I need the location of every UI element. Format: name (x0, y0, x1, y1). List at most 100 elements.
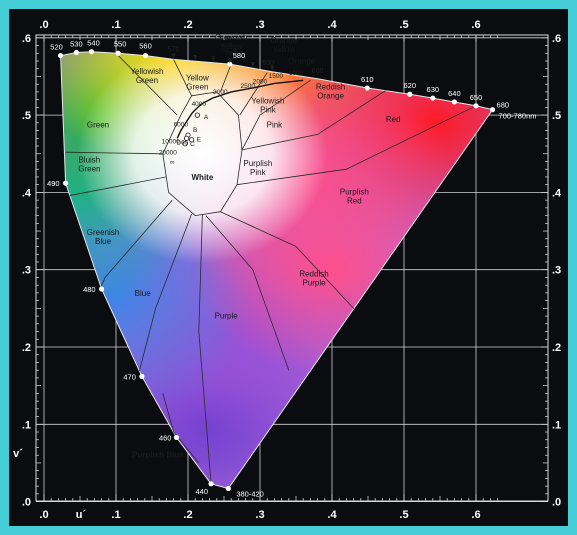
x-axis-label: u´ (76, 509, 87, 521)
illuminant-label: D65 (176, 139, 188, 146)
region-label: Greenish Yellow (215, 33, 247, 51)
wavelength-dot (73, 49, 79, 56)
boundary-red-purplishred (236, 105, 477, 186)
wavelength-label: 460 (159, 433, 172, 442)
x-tick-label: .5 (399, 509, 408, 521)
wavelength-label: 470 (123, 372, 136, 381)
wavelength-dot (430, 95, 436, 101)
illuminant-label: C (190, 141, 195, 148)
planckian-label: 2500 (241, 83, 256, 90)
color-gamut (60, 51, 493, 489)
region-label: Yellow (223, 48, 246, 57)
x-tick-label-top: .6 (471, 19, 480, 31)
y-tick-label: .5 (22, 110, 31, 122)
boundary-purplishblue (162, 393, 200, 464)
x-tick-label-top: .0 (39, 19, 48, 31)
region-label: Yellowish Pink (251, 97, 284, 115)
region-label: Yellowish Green (130, 67, 163, 85)
x-tick-label: .2 (183, 509, 192, 521)
y-tick-label-right: .5 (552, 110, 561, 122)
boundary-purple-reddishpurple (205, 215, 290, 371)
region-label: Orange Yellow (270, 36, 297, 54)
arrow-marker (193, 54, 198, 60)
region-label-line: Pink (250, 168, 267, 177)
wavelength-dot (139, 373, 145, 379)
x-tick-label: .4 (327, 509, 337, 521)
boundary-green-bluishgreen (65, 151, 163, 155)
region-label: Reddish Orange (316, 83, 345, 101)
region-label: Pink (267, 120, 284, 129)
boundary-purplishpink-reddishpurple (220, 211, 362, 317)
x-tick-label-top: .2 (183, 19, 192, 31)
region-label-line: Orange (270, 36, 297, 45)
wavelength-dot (173, 434, 180, 441)
y-tick-label-right: .4 (552, 187, 562, 199)
region-label-line: Pink (260, 106, 277, 115)
planckian-label: 2000 (253, 78, 268, 85)
wavelength-dot (227, 61, 233, 67)
region-label: Bluish Green (78, 155, 100, 173)
wavelength-label: 580 (233, 51, 246, 60)
x-tick-label: .3 (255, 509, 264, 521)
region-label-line: Reddish (316, 83, 345, 92)
y-tick-label: .4 (22, 187, 32, 199)
y-tick-label: .6 (22, 33, 31, 45)
planckian-label: 1500 (269, 73, 284, 80)
illuminant-marker (189, 137, 195, 143)
planckian-label: 20000 (159, 150, 177, 157)
arrow-marker (250, 61, 255, 67)
arrow-marker (270, 65, 275, 71)
wavelength-label: 530 (70, 39, 83, 48)
wavelength-dot (99, 286, 105, 292)
planckian-curve (176, 79, 304, 139)
x-tick-label-top: .3 (255, 19, 264, 31)
illuminant-marker (183, 135, 190, 141)
region-label: Purplish Red (340, 188, 369, 206)
y-tick-label-right: .1 (552, 419, 561, 431)
x-tick-label-top: .1 (111, 19, 120, 31)
boundary-bluishgreen-greenishblue (65, 176, 167, 197)
wavelength-label: 550 (114, 39, 127, 48)
arrow-marker (171, 53, 176, 59)
wavelength-dot (451, 99, 457, 105)
region-labels: Green Yellowish Green Yellow Green Greenish Ye… (78, 33, 400, 459)
region-label-line: Reddish (299, 270, 328, 279)
boundary-pink-red (241, 87, 390, 151)
x-tick-label: .1 (111, 509, 120, 521)
region-label: Reddish Purple (299, 270, 328, 288)
region-label-line: Bluish (78, 155, 100, 164)
wavelength-label: 570 (168, 46, 180, 53)
y-tick-label-right: .2 (552, 342, 561, 354)
wavelength-label: 590 (262, 60, 274, 67)
wavelength-dot (115, 50, 121, 56)
wavelength-label: 640 (448, 89, 461, 98)
arrow-marker (227, 58, 232, 64)
region-label: Red (386, 115, 401, 124)
x-tick-label: .6 (471, 509, 480, 521)
region-label: Orange (288, 57, 315, 66)
region-label-line: Blue (95, 237, 112, 246)
region-label-line: Green (78, 164, 100, 173)
color-blob (77, 51, 328, 264)
planckian-label: 4000 (192, 101, 207, 108)
x-tick-label-top: .4 (327, 19, 337, 31)
wavelength-label: 540 (87, 39, 100, 48)
x-tick-label: .0 (39, 509, 48, 521)
planckian-label: ∞ (170, 159, 175, 166)
boundary-yellow (220, 63, 232, 93)
illuminant-label: A (204, 114, 209, 121)
region-label: Green (87, 120, 109, 129)
boundary-green-yellowishgreen (115, 53, 178, 116)
spectral-locus (60, 51, 494, 490)
planckian-label: 3000 (213, 89, 228, 96)
region-label: Greenish Blue (87, 228, 119, 246)
arrow-marker (211, 56, 216, 62)
wavelength-label: 700-780nm (499, 112, 537, 121)
planckian-label: 1000 (289, 70, 304, 77)
wavelength-dot (63, 180, 69, 186)
wavelength-dot (489, 107, 496, 113)
y-tick-label: .0 (22, 497, 31, 509)
